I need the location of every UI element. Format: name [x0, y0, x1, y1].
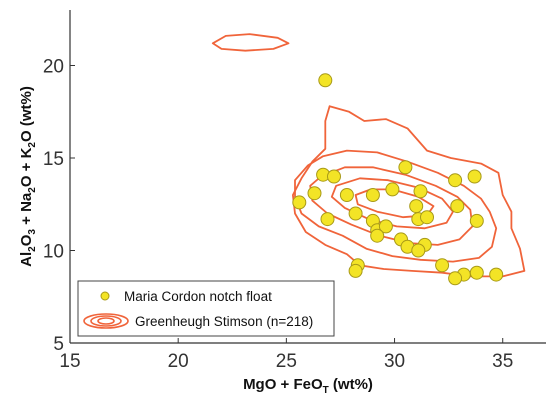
label-subscript: 2 [27, 246, 38, 252]
data-point-15 [320, 212, 335, 227]
label-subscript: T [323, 385, 329, 396]
label-subscript: 2 [27, 142, 38, 148]
y-tick-label: 5 [53, 334, 64, 355]
contour-level-2 [309, 166, 474, 246]
data-point-4 [292, 195, 307, 210]
data-point-22 [370, 228, 385, 243]
y-tick-label: 20 [43, 57, 64, 78]
data-point-33 [489, 267, 504, 282]
data-point-5 [339, 188, 354, 202]
label-text: O [18, 234, 35, 246]
density-contour-layer [211, 33, 526, 278]
legend-contour-ring-0 [83, 313, 129, 329]
label-text: O (wt%) [18, 86, 35, 142]
data-point-26 [411, 243, 426, 258]
data-point-10 [409, 199, 424, 214]
legend-contour-ring-1 [90, 315, 122, 327]
axes [69, 10, 546, 344]
data-point-14 [469, 213, 484, 228]
legend-point-marker [100, 291, 110, 301]
legend-marker-points [100, 291, 110, 301]
tick-labels: 15 20 25 30 35 5 10 15 20 [43, 57, 513, 373]
legend-label-points: Maria Cordon notch float [124, 289, 272, 304]
label-text: Al [18, 252, 35, 267]
legend-contour-ring-2 [97, 317, 115, 325]
legend-label-contours: Greenheugh Stimson (n=218) [135, 314, 313, 329]
x-tick-label: 25 [276, 351, 297, 372]
data-point-9 [413, 184, 428, 199]
scatter-point-layer [292, 73, 504, 286]
label-text: O + K [18, 147, 35, 187]
label-subscript: 3 [27, 229, 38, 235]
x-tick-label: 35 [492, 351, 513, 372]
data-point-0 [318, 73, 333, 88]
data-point-21 [420, 210, 434, 225]
data-point-12 [467, 169, 482, 184]
data-point-6 [365, 188, 380, 202]
legend: Maria Cordon notch float Greenheugh Stim… [77, 280, 335, 337]
x-axis-label: MgO + FeOT (wt%) [243, 376, 373, 396]
label-subscript: 2 [27, 187, 38, 193]
contour-level-1 [294, 149, 498, 263]
y-tick-label: 15 [43, 149, 64, 170]
contour-level-4 [354, 188, 435, 219]
y-tick-label: 10 [43, 242, 64, 263]
y-axis-label: Al2O3 + Na2O + K2O (wt%) [18, 86, 38, 267]
x-tick-label: 30 [384, 351, 405, 372]
x-tick-label: 20 [168, 351, 189, 372]
data-point-16 [348, 206, 363, 221]
label-text: (wt%) [329, 376, 373, 393]
label-text: MgO + FeO [243, 376, 323, 393]
data-point-31 [469, 265, 484, 280]
data-point-3 [307, 186, 322, 201]
label-text: + Na [18, 192, 35, 229]
data-point-27 [435, 258, 450, 273]
contour-level-5 [211, 33, 290, 52]
data-point-2 [327, 169, 341, 184]
data-point-7 [385, 182, 400, 197]
data-point-11 [448, 173, 463, 188]
data-point-29 [348, 263, 363, 278]
data-point-32 [448, 271, 463, 286]
data-point-19 [378, 219, 393, 234]
data-point-13 [450, 199, 465, 214]
x-tick-label: 15 [59, 351, 80, 372]
data-point-8 [398, 160, 413, 175]
contour-level-3 [330, 177, 454, 230]
legend-marker-contours [83, 313, 129, 329]
